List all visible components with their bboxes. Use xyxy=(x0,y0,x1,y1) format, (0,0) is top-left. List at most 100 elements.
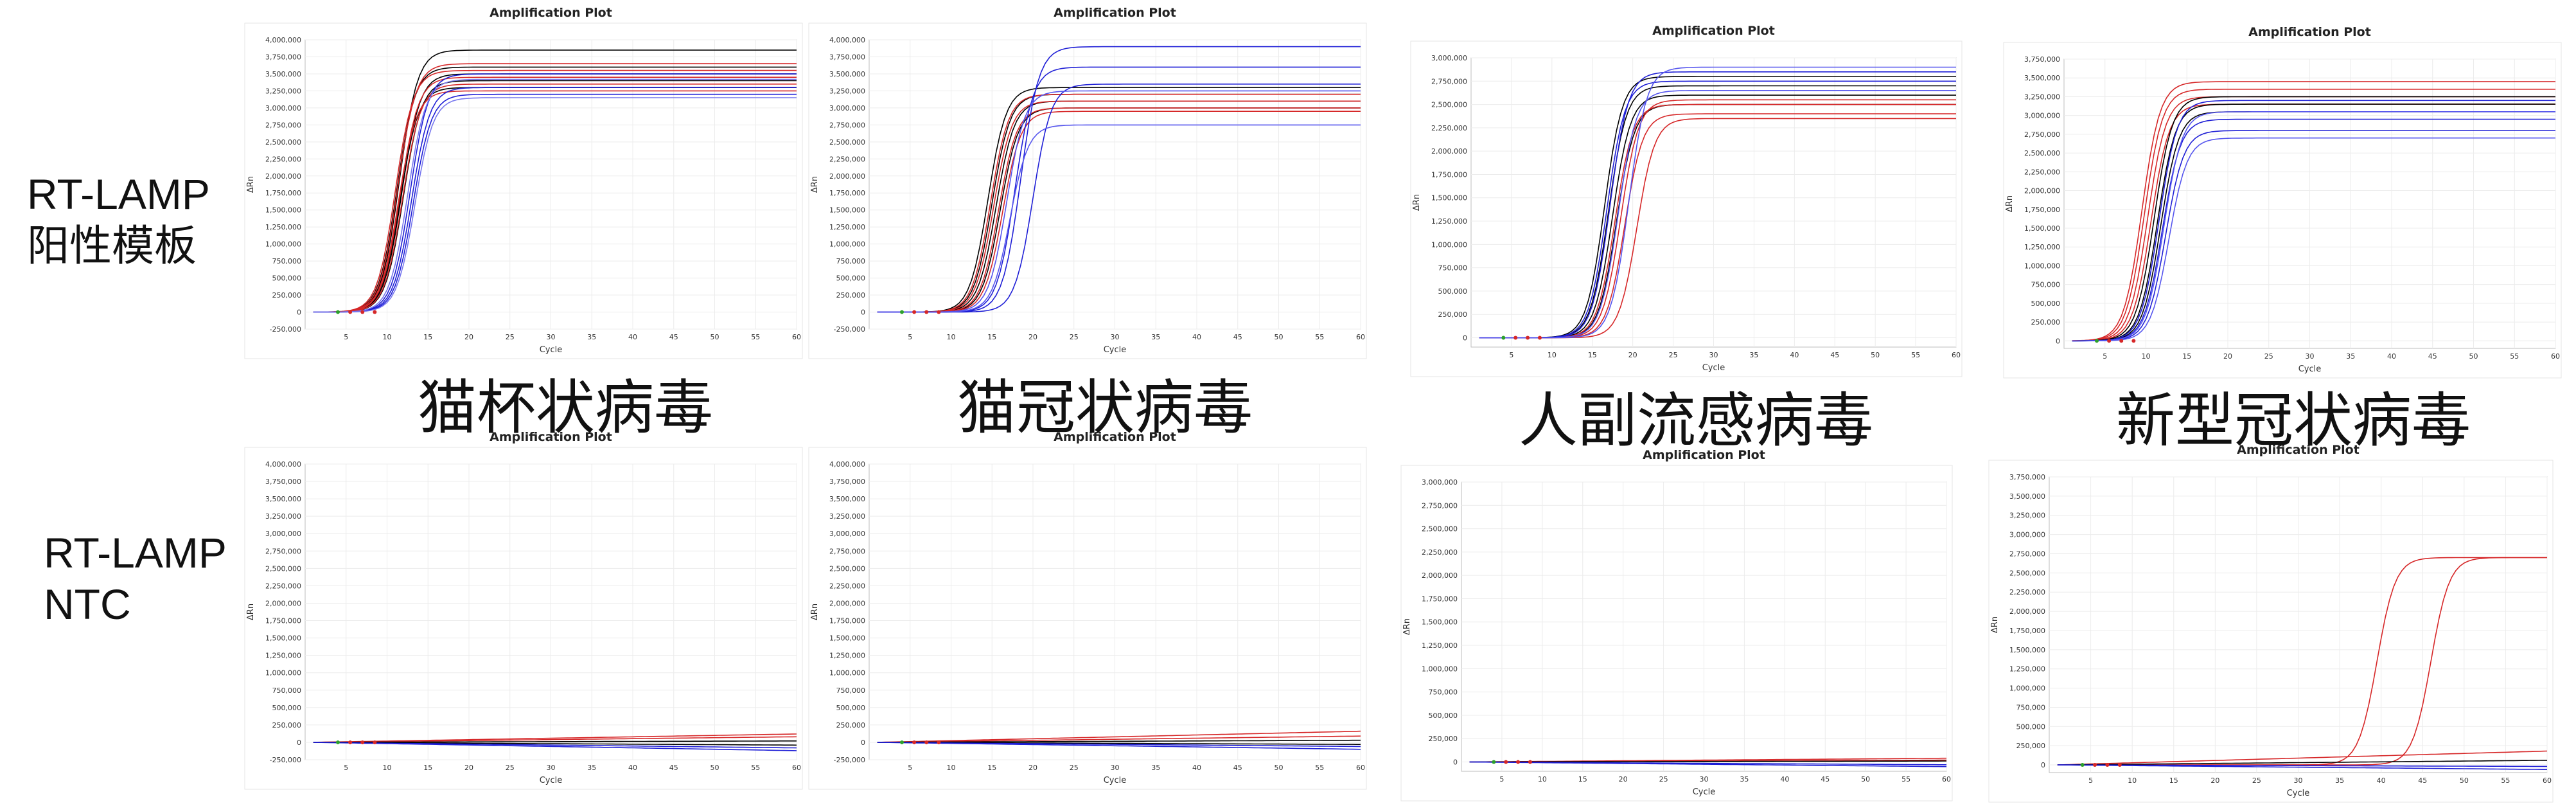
x-tick-label: 20 xyxy=(464,764,473,772)
y-tick-label: 2,750,000 xyxy=(265,121,301,129)
x-tick-label: 5 xyxy=(344,764,348,772)
y-tick-label: 1,000,000 xyxy=(265,669,301,677)
x-tick-label: 25 xyxy=(2252,776,2261,785)
x-tick-label: 25 xyxy=(506,764,515,772)
y-tick-label: 3,500,000 xyxy=(265,70,301,78)
x-tick-label: 45 xyxy=(1233,333,1242,341)
series-line-2 xyxy=(877,735,1361,743)
y-tick-label: 750,000 xyxy=(836,257,866,265)
x-tick-label: 20 xyxy=(464,333,473,341)
series-line-2 xyxy=(2072,89,2555,341)
series-line-15 xyxy=(313,97,797,313)
y-tick-label: 1,750,000 xyxy=(2009,627,2045,635)
baseline-marker xyxy=(912,740,917,744)
y-tick-label: 3,250,000 xyxy=(2009,512,2045,520)
x-tick-label: 45 xyxy=(1821,775,1830,784)
x-tick-label: 15 xyxy=(2169,776,2178,785)
x-tick-label: 55 xyxy=(2501,776,2510,785)
series-line-6 xyxy=(2057,764,2547,771)
y-tick-label: 2,500,000 xyxy=(2024,149,2060,157)
y-axis-label: ΔRn xyxy=(1412,194,1422,211)
y-tick-label: 0 xyxy=(297,739,301,747)
chart-title: Amplification Plot xyxy=(490,430,612,444)
chart-panel-positive-2: Amplification Plot -250,000 0 250,000 500,00… xyxy=(808,0,1367,360)
y-tick-label: 250,000 xyxy=(272,721,302,730)
y-tick-label: 2,000,000 xyxy=(1422,571,1458,580)
x-tick-label: 55 xyxy=(1911,351,1920,359)
x-tick-label: 60 xyxy=(1942,775,1951,784)
x-tick-label: 15 xyxy=(423,764,432,772)
x-tick-label: 40 xyxy=(2377,776,2386,785)
y-tick-label: 3,250,000 xyxy=(829,512,865,521)
x-tick-label: 10 xyxy=(383,333,392,341)
x-tick-label: 15 xyxy=(987,764,996,772)
baseline-marker xyxy=(360,310,365,314)
baseline-marker xyxy=(2093,763,2097,767)
baseline-marker xyxy=(2107,339,2112,343)
y-tick-label: 2,250,000 xyxy=(265,155,301,163)
x-tick-label: 5 xyxy=(908,764,912,772)
x-tick-label: 10 xyxy=(383,764,392,772)
x-tick-label: 20 xyxy=(2223,352,2232,361)
series-line-6 xyxy=(313,63,797,313)
y-tick-label: 2,500,000 xyxy=(265,564,301,573)
y-tick-label: 1,000,000 xyxy=(1431,240,1467,249)
baseline-marker xyxy=(2131,339,2136,343)
chart-panel-ntc-2: Amplification Plot -250,000 0 250,000 500,00… xyxy=(808,424,1367,791)
y-tick-label: 750,000 xyxy=(272,686,302,695)
y-tick-label: 1,500,000 xyxy=(1422,618,1458,627)
baseline-marker xyxy=(1526,336,1530,340)
y-tick-label: 250,000 xyxy=(2031,318,2061,327)
y-tick-label: 2,000,000 xyxy=(829,172,865,181)
series-line-14 xyxy=(313,78,797,313)
amplification-plot-svg: Amplification Plot -250,000 0 250,000 500,00… xyxy=(808,6,1367,359)
x-axis-label: Cycle xyxy=(2287,789,2310,798)
y-tick-label: 1,750,000 xyxy=(829,617,865,625)
series-line-7 xyxy=(877,107,1361,313)
x-tick-label: 25 xyxy=(2264,352,2273,361)
x-tick-label: 50 xyxy=(1275,764,1284,772)
y-tick-label: 2,250,000 xyxy=(829,582,865,590)
series-line-6 xyxy=(877,100,1361,313)
y-tick-label: 3,500,000 xyxy=(2009,492,2045,501)
baseline-marker xyxy=(900,740,904,744)
chart-title: Amplification Plot xyxy=(2237,443,2360,457)
x-tick-label: 30 xyxy=(547,333,556,341)
y-tick-label: 2,250,000 xyxy=(1431,124,1467,132)
baseline-marker xyxy=(336,740,340,744)
y-tick-label: -250,000 xyxy=(834,325,865,334)
x-tick-label: 35 xyxy=(1740,775,1749,784)
y-tick-label: 3,000,000 xyxy=(265,104,301,112)
y-tick-label: 500,000 xyxy=(836,274,866,283)
x-axis-label: Cycle xyxy=(540,345,563,355)
x-tick-label: 35 xyxy=(1151,333,1160,341)
series-line-11 xyxy=(313,73,797,313)
baseline-marker xyxy=(1492,760,1496,764)
x-tick-label: 40 xyxy=(1192,333,1201,341)
y-tick-label: 1,500,000 xyxy=(2009,646,2045,654)
x-tick-label: 25 xyxy=(1070,333,1079,341)
y-tick-label: 2,500,000 xyxy=(1431,101,1467,109)
y-tick-label: 250,000 xyxy=(836,721,866,730)
x-tick-label: 15 xyxy=(1588,351,1597,359)
y-tick-label: 2,250,000 xyxy=(265,582,301,590)
y-tick-label: -250,000 xyxy=(270,325,301,334)
y-tick-label: 250,000 xyxy=(836,291,866,300)
y-tick-label: 1,500,000 xyxy=(265,634,301,643)
x-tick-label: 5 xyxy=(2088,776,2093,785)
caption-sars-cov-2: 新型冠状病毒 xyxy=(2115,386,2471,455)
y-tick-label: 750,000 xyxy=(1438,264,1468,273)
row-label-positive: RT-LAMP 阳性模板 xyxy=(27,168,210,271)
x-tick-label: 15 xyxy=(423,333,432,341)
x-axis-label: Cycle xyxy=(540,776,563,785)
y-tick-label: 2,250,000 xyxy=(829,155,865,163)
y-tick-label: 1,250,000 xyxy=(829,652,865,660)
y-tick-label: 0 xyxy=(1453,758,1458,766)
x-tick-label: 60 xyxy=(1356,333,1365,341)
series-line-12 xyxy=(1479,66,1956,339)
y-tick-label: 2,500,000 xyxy=(2009,569,2045,577)
y-axis-label: ΔRn xyxy=(810,604,820,620)
y-tick-label: 1,000,000 xyxy=(265,240,301,249)
series-line-9 xyxy=(2072,118,2555,342)
x-tick-label: 10 xyxy=(2142,352,2151,361)
